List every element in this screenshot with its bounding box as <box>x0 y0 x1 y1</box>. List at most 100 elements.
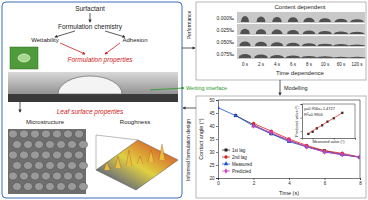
sem-cell <box>35 162 44 170</box>
series-marker <box>218 105 220 109</box>
series-marker <box>233 113 238 117</box>
canvas: SurfactantFormulation chemistryWettabili… <box>0 0 368 200</box>
label: Microstructure <box>26 119 65 125</box>
x-tick: 2 <box>253 178 256 186</box>
performance-panel-frame <box>196 2 366 80</box>
sem-cell <box>46 183 55 191</box>
legend-marker <box>225 149 228 152</box>
roughness-box <box>96 135 138 170</box>
sem-cell <box>20 151 29 159</box>
droplet <box>256 29 266 34</box>
y-tick-label: 40 <box>209 124 215 129</box>
y-tick-mark <box>216 139 218 140</box>
droplet <box>318 31 332 34</box>
y-tick-label: 30 <box>209 150 215 155</box>
arrow <box>60 43 85 54</box>
sem-cell <box>79 162 88 170</box>
sem-cell <box>75 172 84 180</box>
label: Modelling <box>284 85 308 91</box>
sem-cell <box>20 172 29 180</box>
x-tick-label: 4 <box>288 181 291 186</box>
series-marker <box>358 154 360 160</box>
label: 0.050‰ <box>216 39 234 45</box>
droplet <box>285 55 300 58</box>
y-tick: 45 <box>209 111 218 116</box>
inset-frame <box>302 104 355 138</box>
legend-label: 2nd lag <box>232 155 247 160</box>
y-tick-mark <box>216 165 218 166</box>
inset-y-tick-mark <box>301 104 303 105</box>
sem-cell <box>57 162 66 170</box>
roughness-peak <box>115 156 121 168</box>
y-tick: 50 <box>209 98 218 103</box>
y-axis-title: Contact angle (°) <box>198 118 204 159</box>
sem-cell <box>9 151 18 159</box>
x-axis-title: Time (s) <box>279 190 299 196</box>
sem-cell <box>42 130 51 138</box>
droplet-strip <box>237 24 365 35</box>
inset-x-tick-mark <box>355 138 356 140</box>
legend-marker <box>224 161 229 165</box>
label: Informed formulation design <box>185 119 191 181</box>
y-tick-mark <box>216 113 218 114</box>
label: Surfactant <box>75 5 105 12</box>
y-tick-label: 25 <box>209 163 215 168</box>
droplet <box>239 54 252 58</box>
label: Content dependent <box>274 4 325 10</box>
droplet <box>317 44 332 46</box>
inset-x-title: Measured value (°) <box>312 140 345 144</box>
sem-cell <box>9 172 18 180</box>
label: Formulation properties <box>67 56 133 64</box>
sem-cell <box>46 162 55 170</box>
y-tick-mark <box>216 100 218 101</box>
legend-label: Measured <box>232 162 253 167</box>
droplet-strip <box>237 12 365 23</box>
droplet <box>286 43 300 46</box>
arrow <box>150 88 184 90</box>
label: 120 s <box>351 62 363 67</box>
sem-cell <box>9 130 18 138</box>
inset-y-tick <box>301 104 303 105</box>
x-tick-label: 6 <box>324 181 327 186</box>
droplet <box>335 19 348 22</box>
droplet <box>271 42 284 46</box>
droplet <box>333 44 349 46</box>
droplet <box>349 32 364 34</box>
sem-cell <box>64 151 73 159</box>
sem-cell <box>68 141 77 149</box>
y-tick-mark <box>216 152 218 153</box>
arrow <box>55 31 75 37</box>
inset-y-title: Predicted value (°) <box>295 105 299 137</box>
series-marker <box>323 149 326 155</box>
model-panel-frame <box>196 96 366 198</box>
sem-cell <box>53 130 62 138</box>
series-marker <box>341 152 344 158</box>
y-tick: 25 <box>209 163 218 168</box>
sem-cell <box>31 172 40 180</box>
droplet <box>254 55 268 58</box>
droplet <box>241 16 249 22</box>
x-tick-mark <box>360 178 361 180</box>
sem-cell <box>64 130 73 138</box>
sem-cell <box>79 141 88 149</box>
legend-label: 1st lag <box>232 148 246 153</box>
droplet <box>239 41 250 46</box>
droplet <box>348 57 366 58</box>
sem-cell <box>35 183 44 191</box>
sem-cell <box>53 172 62 180</box>
left-panel-frame <box>2 2 182 198</box>
series-marker <box>287 138 290 144</box>
droplet <box>271 30 282 34</box>
droplet <box>349 45 366 46</box>
x-tick-label: 2 <box>253 181 256 186</box>
inset-y-axis-line <box>301 105 303 139</box>
sem-cell <box>42 172 51 180</box>
inset-y-tick <box>301 118 303 119</box>
roughness-peak <box>159 144 165 160</box>
inset-background <box>302 104 355 138</box>
sem-cell <box>42 151 51 159</box>
y-tick: 30 <box>209 150 218 155</box>
sem-cell <box>68 162 77 170</box>
droplet <box>301 56 317 58</box>
label: Roughness <box>120 119 150 125</box>
